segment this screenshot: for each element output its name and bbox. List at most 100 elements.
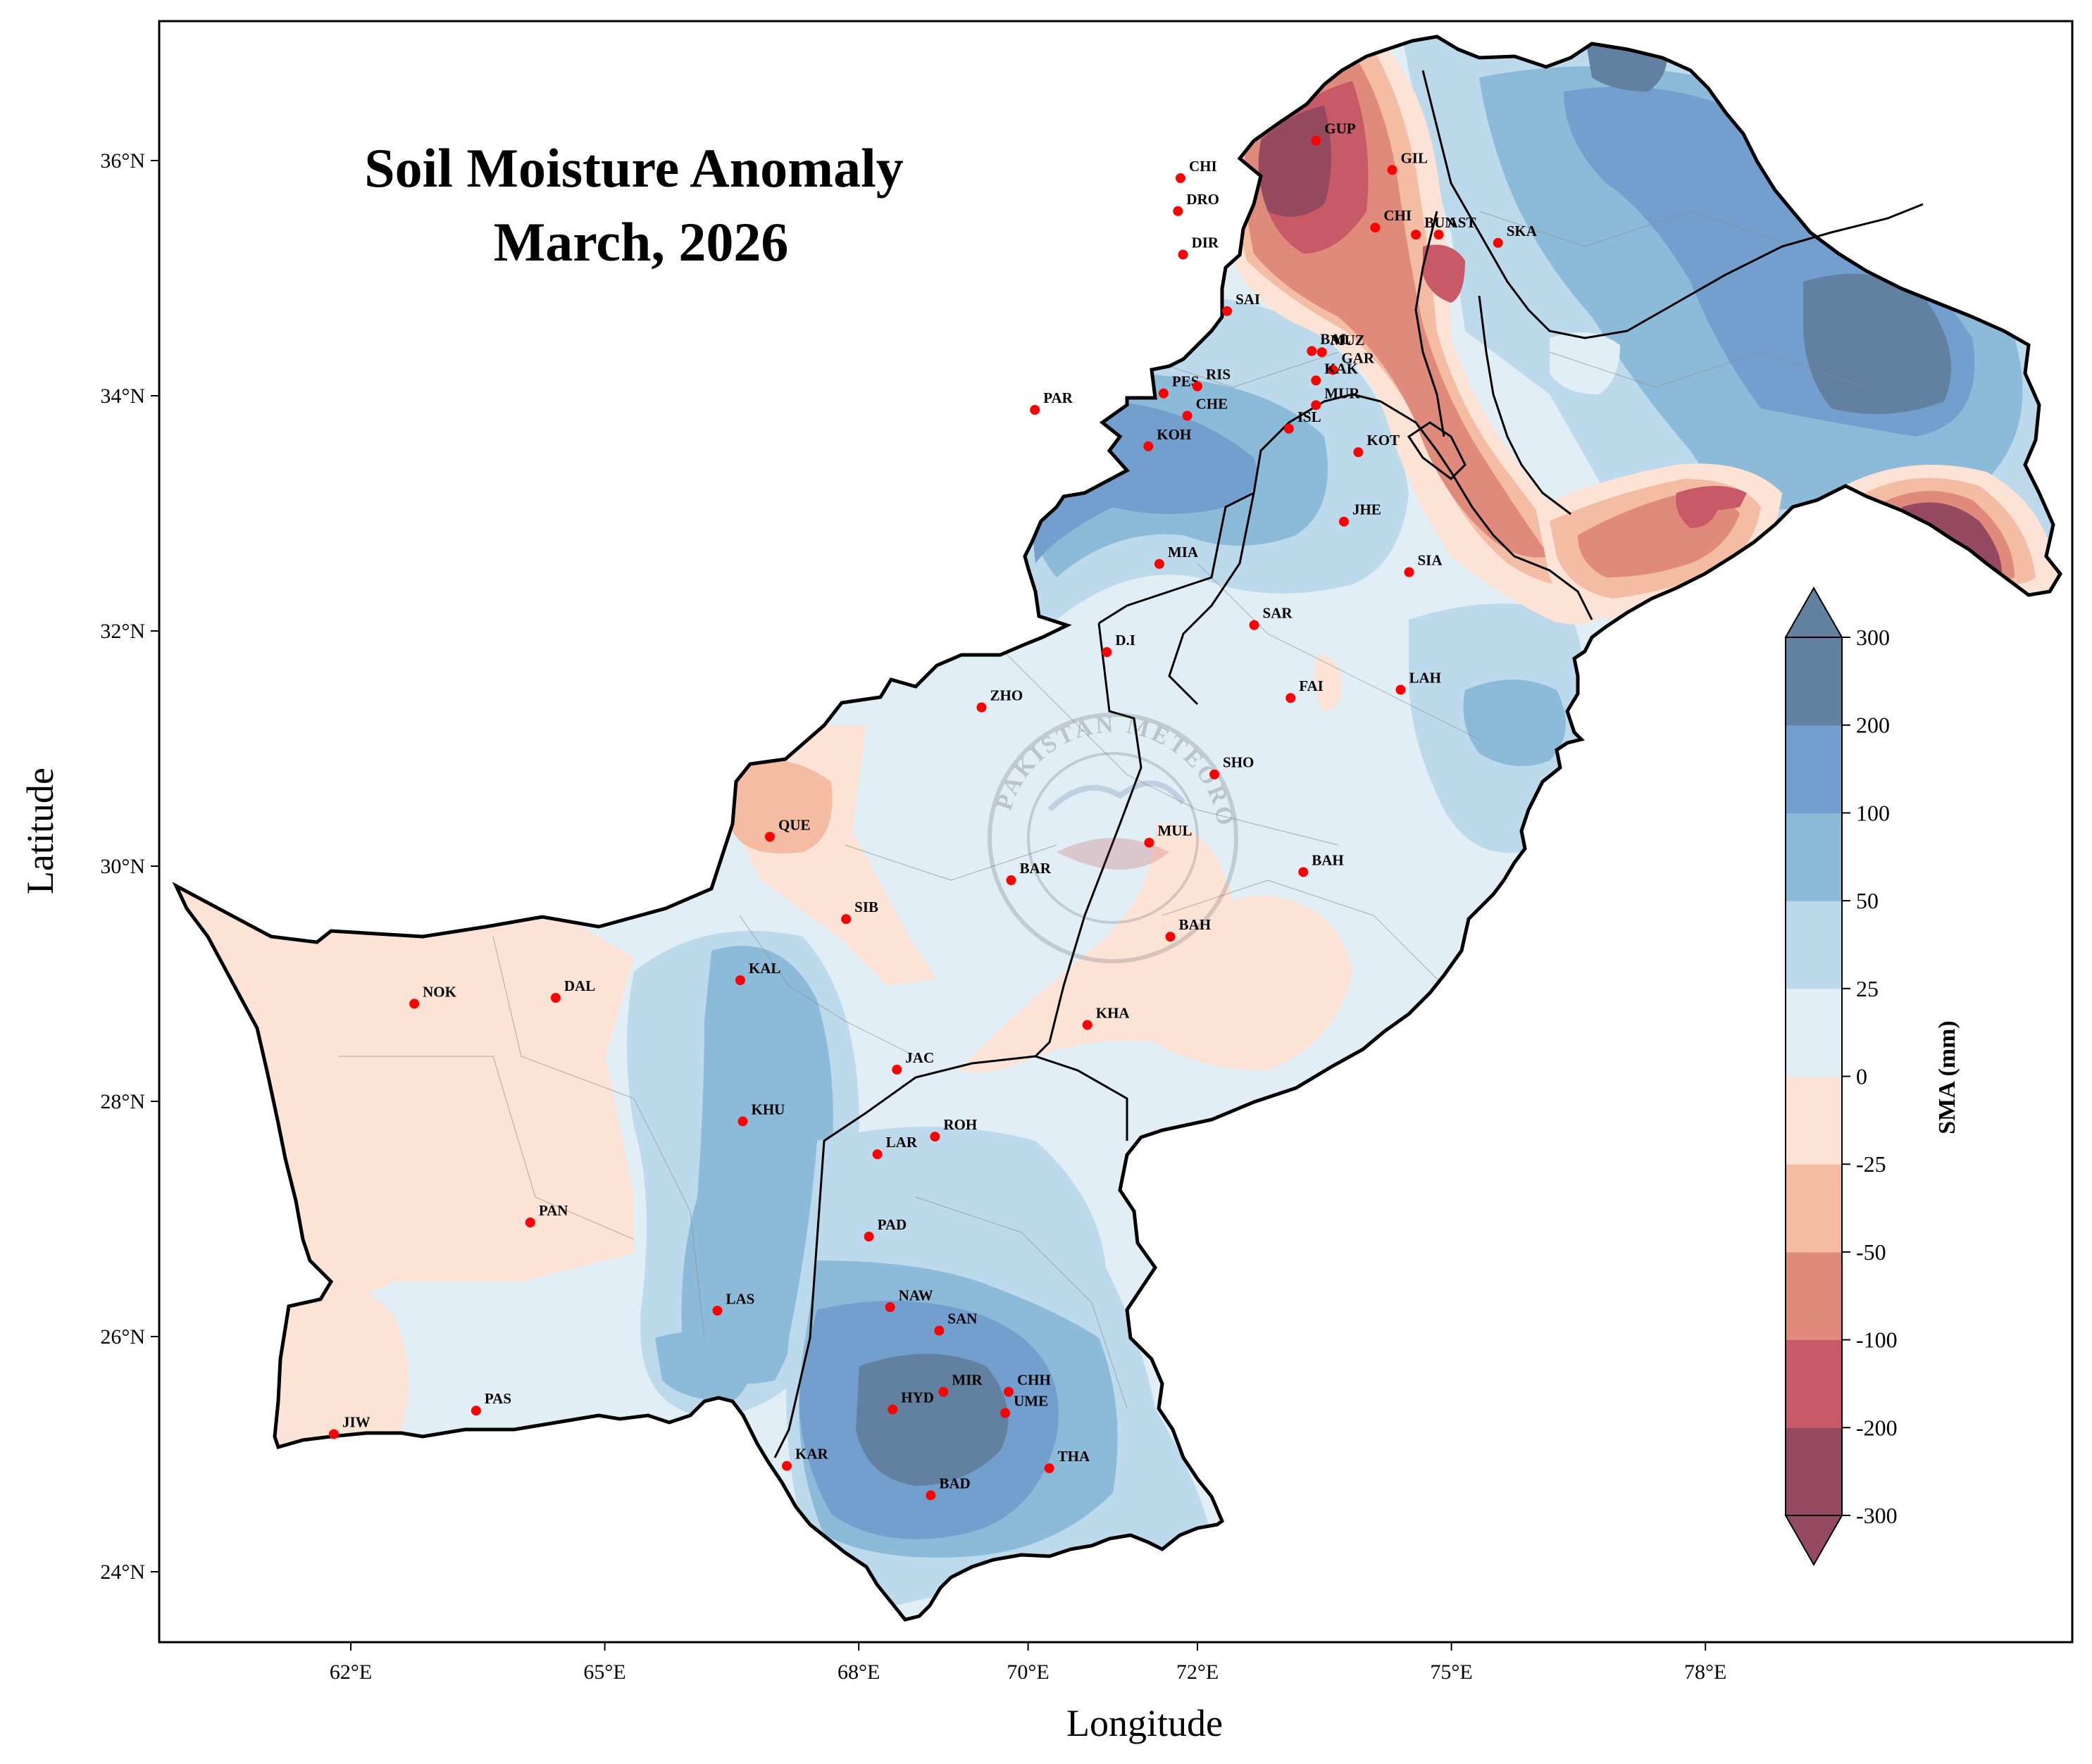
station-label: MIA: [1168, 544, 1199, 561]
station-marker: [1353, 447, 1364, 458]
station-marker: [737, 1116, 748, 1127]
map-title-line2: March, 2026: [494, 211, 789, 273]
station-marker: [1395, 684, 1406, 695]
station-label: SAI: [1235, 291, 1260, 308]
station-label: BAH: [1312, 851, 1344, 868]
station-label: KHU: [752, 1101, 785, 1118]
colorbar-tick-label: 50: [1856, 888, 1879, 913]
station-marker: [1102, 647, 1112, 658]
colorbar-tick-label: -50: [1856, 1239, 1886, 1265]
station-marker: [525, 1218, 535, 1228]
station-label: SAN: [947, 1311, 977, 1327]
colorbar-tick-label: -100: [1856, 1327, 1898, 1353]
station-marker: [1433, 230, 1444, 240]
colorbar-segment: [1786, 813, 1842, 901]
station-label: JAC: [905, 1049, 934, 1066]
station-marker: [934, 1325, 945, 1336]
colorbar-segment: [1786, 725, 1842, 813]
colorbar-segment: [1786, 1251, 1842, 1341]
station-label: KOT: [1366, 432, 1400, 449]
station-label: D.I: [1115, 632, 1135, 649]
station-label: GIL: [1400, 149, 1428, 166]
station-label: BAD: [939, 1475, 970, 1491]
station-label: LAH: [1409, 670, 1441, 687]
station-label: PAS: [485, 1390, 511, 1407]
station-marker: [1000, 1408, 1011, 1418]
station-marker: [1209, 769, 1220, 780]
station-label: SIA: [1418, 552, 1443, 569]
station-label: GAR: [1341, 349, 1375, 366]
station-marker: [1370, 223, 1381, 233]
station-marker: [1178, 249, 1188, 260]
station-label: SKA: [1507, 223, 1538, 239]
map-title-line1: Soil Moisture Anomaly: [364, 137, 904, 199]
station-marker: [872, 1149, 883, 1160]
x-tick-label: 62°E: [330, 1660, 372, 1684]
colorbar-tick-label: 300: [1856, 625, 1890, 650]
station-marker: [1316, 347, 1327, 358]
station-label: FAI: [1299, 677, 1324, 694]
station-label: CHE: [1196, 395, 1228, 412]
station-marker: [1338, 516, 1349, 527]
y-axis-title: Latitude: [19, 768, 61, 894]
station-label: MUR: [1324, 384, 1360, 401]
station-marker: [471, 1406, 481, 1416]
y-tick-label: 28°N: [100, 1090, 145, 1113]
station-marker: [550, 993, 561, 1003]
station-label: CHH: [1017, 1371, 1051, 1388]
station-marker: [1006, 875, 1016, 886]
station-label: CHI: [1189, 158, 1217, 175]
station-label: SIB: [854, 899, 878, 915]
station-marker: [1222, 306, 1233, 316]
station-marker: [1175, 173, 1185, 184]
x-tick-label: 68°E: [838, 1660, 880, 1684]
station-label: MUL: [1157, 822, 1192, 839]
station-label: BAL: [1320, 331, 1350, 348]
station-marker: [1298, 867, 1309, 877]
station-label: SAR: [1263, 605, 1293, 622]
station-marker: [1144, 837, 1154, 848]
y-tick-label: 32°N: [100, 620, 145, 643]
colorbar-segment: [1786, 901, 1842, 989]
station-marker: [1193, 381, 1202, 392]
station-marker: [1328, 365, 1338, 375]
station-marker: [1387, 165, 1397, 175]
x-axis-title: Longitude: [1066, 1702, 1223, 1744]
station-marker: [735, 975, 745, 985]
station-marker: [841, 914, 852, 925]
station-marker: [1307, 346, 1317, 356]
station-label: PAN: [539, 1202, 568, 1219]
station-label: MUZ: [1331, 332, 1365, 349]
y-axis-ticks: 24°N 26°N 28°N 30°N 32°N 34°N 36°N: [100, 149, 159, 1584]
station-marker: [409, 999, 420, 1009]
station-label: KOH: [1157, 426, 1191, 443]
station-marker: [1311, 400, 1321, 411]
colorbar-segment: [1786, 637, 1842, 726]
colorbar-tick-label: 200: [1856, 713, 1890, 738]
station-label: LAS: [726, 1290, 754, 1307]
y-tick-label: 34°N: [100, 384, 145, 408]
station-marker: [930, 1132, 940, 1142]
station-marker: [1030, 405, 1040, 415]
station-label: CHI: [1383, 207, 1412, 224]
station-label: PAR: [1043, 389, 1073, 406]
colorbar-segment: [1786, 1427, 1842, 1516]
colorbar-tick-label: -300: [1856, 1503, 1898, 1528]
station-label: RIS: [1206, 366, 1231, 383]
x-tick-label: 72°E: [1176, 1660, 1219, 1684]
station-label: JHE: [1352, 501, 1381, 518]
station-marker: [1154, 558, 1164, 569]
station-label: DIR: [1192, 234, 1219, 251]
station-marker: [976, 702, 987, 713]
station-label: KAK: [1324, 360, 1359, 377]
colorbar-segment: [1786, 988, 1842, 1077]
station-label: KHA: [1096, 1004, 1131, 1021]
y-tick-label: 24°N: [100, 1560, 145, 1584]
station-marker: [926, 1490, 936, 1501]
station-label: NOK: [423, 983, 457, 1000]
colorbar-segment: [1786, 1164, 1842, 1253]
station-label: ISL: [1297, 408, 1321, 425]
station-marker: [782, 1460, 792, 1471]
